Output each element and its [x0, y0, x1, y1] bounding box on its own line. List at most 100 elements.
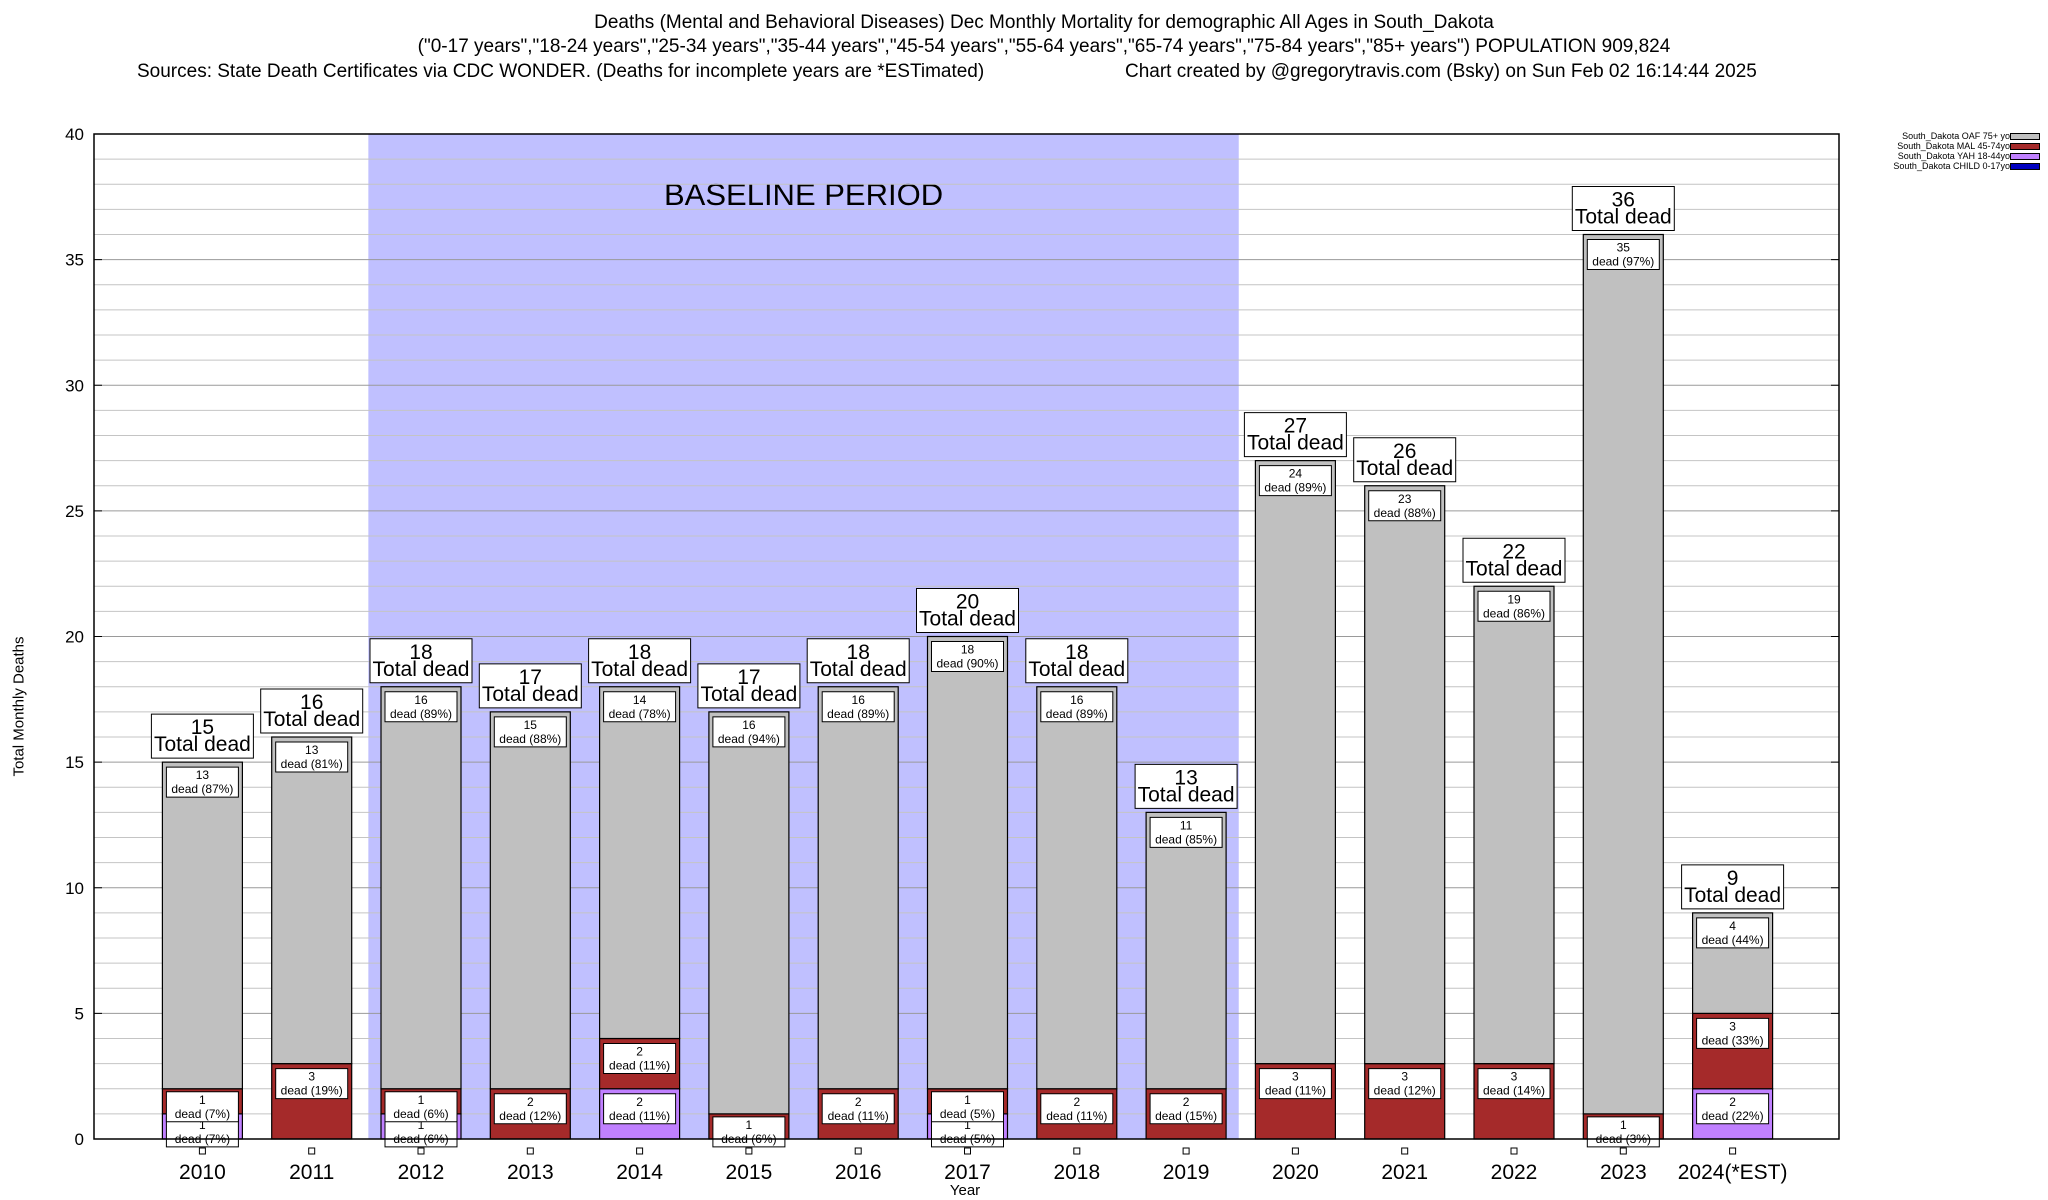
total-label-text: Total dead: [154, 733, 251, 756]
segment-label-box: [1696, 1017, 1770, 1049]
segment-label-box: [821, 1093, 895, 1125]
total-label-value: 17: [519, 666, 542, 689]
segment-label-percent: dead (89%): [827, 707, 889, 721]
total-label-box: [1134, 763, 1238, 809]
legend: South_Dakota OAF 75+ yo South_Dakota MAL…: [1850, 131, 2040, 171]
segment-label-count: 1: [964, 1118, 971, 1132]
legend-label-yah: South_Dakota YAH 18-44yo: [1897, 151, 2010, 161]
legend-label-child: South_Dakota CHILD 0-17yo: [1893, 161, 2010, 171]
segment-label-percent: dead (6%): [393, 1107, 448, 1121]
segment-label-count: 15: [524, 718, 538, 732]
total-label-text: Total dead: [482, 683, 579, 706]
segment-label-box: [1586, 239, 1660, 270]
total-label-box: [1243, 412, 1347, 458]
segment-label-count: 3: [308, 1070, 315, 1084]
legend-swatch-child: [2010, 163, 2040, 170]
legend-swatch-yah: [2010, 153, 2040, 160]
total-label-text: Total dead: [373, 658, 470, 681]
segment-label-percent: dead (88%): [1374, 506, 1436, 520]
total-label-box: [588, 638, 692, 684]
y-tick-label: 0: [75, 1130, 84, 1149]
segment-label-box: [1149, 1093, 1223, 1125]
segment-label-count: 3: [1511, 1070, 1518, 1084]
segment-label-percent: dead (22%): [1702, 1109, 1764, 1123]
x-tick-label: 2011: [289, 1161, 334, 1184]
bar-segment: [817, 686, 899, 1090]
segment-label-count: 1: [199, 1093, 206, 1107]
total-label-text: Total dead: [1466, 557, 1563, 580]
x-marker: [526, 1147, 534, 1155]
segment-label-box: [1040, 1093, 1114, 1125]
segment-label-count: 2: [636, 1095, 643, 1109]
x-tick-label: 2019: [1163, 1161, 1210, 1184]
total-label-value: 18: [409, 641, 432, 664]
total-label-box: [478, 663, 582, 709]
segment-label-box: [1149, 816, 1223, 848]
total-label-box: [1681, 864, 1785, 910]
segment-label-percent: dead (44%): [1702, 933, 1764, 947]
x-marker: [417, 1147, 425, 1155]
x-axis-label: Year: [949, 1182, 981, 1199]
x-tick-label: 2018: [1053, 1161, 1100, 1184]
segment-label-percent: dead (78%): [609, 707, 671, 721]
legend-swatch-mal: [2010, 143, 2040, 150]
x-marker: [1291, 1147, 1299, 1155]
segment-label-count: 3: [1729, 1019, 1736, 1033]
segment-label-count: 18: [961, 643, 975, 657]
total-label-box: [697, 663, 801, 709]
segment-label-count: 13: [305, 743, 319, 757]
x-tick-label: 2024(*EST): [1678, 1161, 1788, 1184]
y-tick-label: 20: [65, 628, 84, 647]
chart-subtitle: ("0-17 years","18-24 years","25-34 years…: [417, 36, 1671, 57]
segment-label-count: 2: [1729, 1095, 1736, 1109]
x-tick-label: 2016: [835, 1161, 882, 1184]
x-tick-label: 2010: [179, 1161, 226, 1184]
total-label-value: 36: [1612, 189, 1635, 212]
segment-label-count: 14: [633, 693, 647, 707]
x-tick-label: 2017: [944, 1161, 991, 1184]
x-tick-label: 2020: [1272, 1161, 1319, 1184]
segment-label-box: [712, 1116, 786, 1148]
segment-label-count: 35: [1617, 241, 1631, 255]
segment-label-box: [384, 1091, 458, 1123]
x-marker: [745, 1147, 753, 1155]
x-tick-label: 2015: [726, 1161, 773, 1184]
x-marker: [1073, 1147, 1081, 1155]
segment-label-percent: dead (81%): [281, 757, 343, 771]
segment-label-count: 4: [1729, 919, 1736, 933]
total-label-text: Total dead: [1684, 884, 1781, 907]
chart-source: Sources: State Death Certificates via CD…: [137, 61, 985, 82]
segment-label-count: 11: [1180, 818, 1193, 832]
total-label-value: 18: [847, 641, 870, 664]
segment-label-count: 24: [1289, 467, 1303, 481]
y-tick-label: 35: [65, 251, 84, 270]
segment-label-percent: dead (94%): [718, 732, 780, 746]
segment-label-percent: dead (11%): [1265, 1084, 1326, 1098]
segment-label-count: 16: [742, 718, 756, 732]
x-marker: [854, 1147, 862, 1155]
segment-label-box: [931, 641, 1004, 672]
total-label-text: Total dead: [810, 658, 907, 681]
segment-label-box: [1586, 1116, 1660, 1148]
total-label-value: 15: [191, 716, 214, 739]
segment-label-box: [275, 741, 349, 773]
bar-segment: [489, 711, 571, 1090]
total-label-text: Total dead: [1138, 783, 1235, 806]
total-label-value: 18: [1065, 641, 1088, 664]
total-label-text: Total dead: [700, 683, 797, 706]
x-marker: [1510, 1147, 1518, 1155]
segment-label-count: 1: [1620, 1118, 1627, 1132]
total-label-box: [150, 713, 254, 759]
legend-item-child: South_Dakota CHILD 0-17yo: [1850, 161, 2040, 171]
x-tick-label: 2023: [1600, 1161, 1647, 1184]
segment-label-percent: dead (86%): [1483, 606, 1545, 620]
x-tick-label: 2021: [1381, 1161, 1428, 1184]
y-tick-label: 5: [75, 1004, 84, 1023]
y-axis-label: Total Monthly Deaths: [10, 636, 28, 777]
x-marker: [1401, 1147, 1409, 1155]
bar-segment: [926, 635, 1009, 1090]
segment-label-box: [1477, 1068, 1551, 1100]
legend-item-oaf: South_Dakota OAF 75+ yo: [1850, 131, 2040, 141]
segment-label-percent: dead (11%): [828, 1109, 889, 1123]
bar-segment: [161, 761, 243, 1090]
